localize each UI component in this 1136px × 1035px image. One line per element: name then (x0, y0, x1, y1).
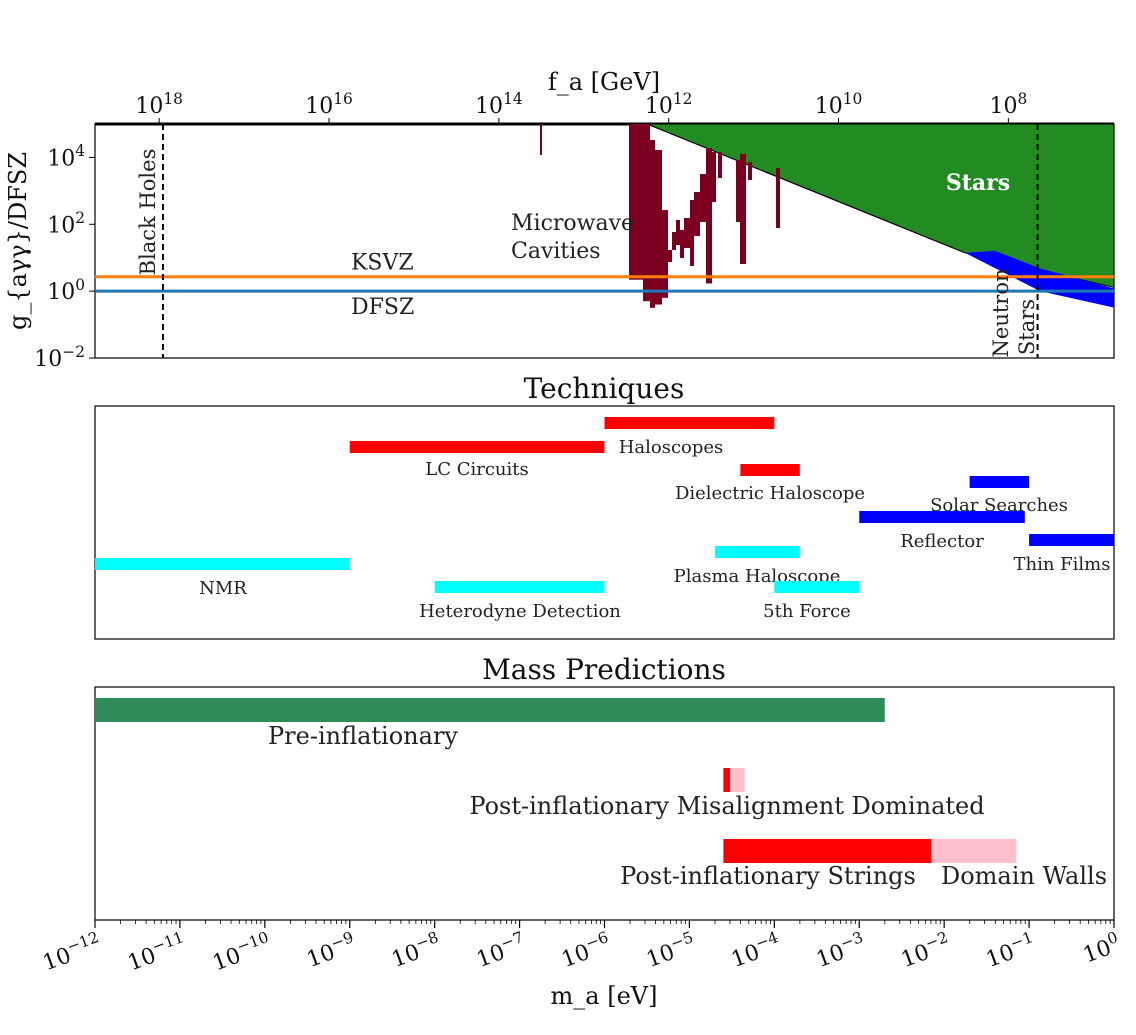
fa-tick-label: 1012 (645, 90, 693, 119)
cavity-exclusion-8 (684, 218, 690, 248)
technique-label: Solar Searches (930, 495, 1068, 516)
fa-tick-label: 1010 (815, 90, 863, 119)
technique-bar (969, 476, 1030, 488)
cavity-exclusion-7 (680, 230, 684, 258)
cavity-exclusion-19 (776, 168, 780, 228)
prediction-bar (730, 768, 745, 792)
fa-tick-label: 1018 (135, 90, 183, 119)
cavity-exclusion-15 (736, 160, 740, 222)
stars-boundary (646, 123, 966, 254)
microwave-cavities-label-1: Microwave (511, 211, 634, 236)
prediction-label: Post-inflationary Strings (620, 862, 916, 890)
prediction-label: Domain Walls (941, 862, 1107, 890)
prediction-bar (95, 698, 885, 722)
prediction-bar (931, 839, 1017, 863)
y-tick-label: 10−2 (34, 343, 85, 372)
y-tick-label: 104 (47, 142, 85, 171)
prediction-label: Post-inflationary Misalignment Dominated (469, 792, 984, 820)
technique-label: Reflector (900, 531, 984, 552)
x-tick-label: 10−10 (208, 928, 275, 976)
cavity-exclusion-9 (690, 200, 694, 266)
x-tick-label: 10−6 (557, 928, 615, 973)
technique-bar (1029, 534, 1114, 546)
fa-tick-label: 108 (989, 90, 1027, 119)
prediction-label: Pre-inflationary (268, 722, 458, 750)
cavity-exclusion-5 (672, 232, 676, 250)
cavity-exclusion-3 (662, 210, 668, 298)
technique-bar (740, 464, 800, 476)
cavity-exclusion-12 (706, 148, 712, 284)
techniques-panel-frame (94, 405, 1115, 640)
techniques-title: Techniques (524, 372, 685, 405)
technique-bar (95, 558, 350, 570)
x-tick-label: 10−11 (123, 928, 190, 976)
fa-tick-label: 1016 (305, 90, 353, 119)
cavity-block (629, 124, 643, 280)
cavity-exclusion-16 (740, 154, 746, 264)
cavity-exclusion-4 (668, 250, 672, 262)
cavity-exclusion-17 (540, 124, 542, 155)
cavity-exclusion-6 (676, 220, 680, 245)
ma-axis-label: m_a [eV] (551, 982, 658, 1010)
cavity-exclusion-13 (712, 152, 716, 202)
prediction-bar (723, 768, 731, 792)
technique-bar (859, 511, 1025, 523)
y-tick-label: 102 (47, 209, 85, 238)
x-tick-label: 10−8 (387, 928, 445, 973)
cavity-exclusion-14 (718, 152, 722, 178)
coupling-y-label: g_{aγγ}/DFSZ (4, 152, 32, 330)
technique-label: LC Circuits (425, 459, 528, 480)
fa-tick-label: 1014 (475, 90, 523, 119)
black-holes-label: Black Holes (136, 149, 160, 276)
technique-bar (349, 441, 605, 453)
ksvz-label: KSVZ (351, 251, 414, 276)
mass-predictions-title: Mass Predictions (482, 653, 726, 686)
dfsz-label: DFSZ (351, 295, 414, 320)
technique-bar (604, 417, 775, 429)
x-tick-label: 10−1 (981, 928, 1039, 973)
fa-axis-label: f_a [GeV] (548, 68, 660, 96)
technique-label: Heterodyne Detection (419, 601, 621, 622)
techniques-panel: Techniques Haloscopes LC Circuits Dielectr… (94, 372, 1115, 640)
technique-label: NMR (199, 578, 247, 599)
technique-label: Thin Films (1014, 554, 1111, 575)
x-tick-label: 10−4 (727, 928, 785, 973)
mass-predictions-panel: Mass Predictions Pre-inflationary Post-in… (38, 653, 1125, 1010)
technique-bar (774, 581, 860, 593)
neutron-star-region (965, 250, 1114, 308)
technique-label: Haloscopes (619, 437, 724, 458)
x-tick-label: 100 (1079, 928, 1125, 968)
technique-label: 5th Force (763, 601, 851, 622)
x-tick-label: 10−9 (302, 928, 360, 973)
technique-bar (714, 546, 800, 558)
cavity-exclusion-2 (655, 150, 662, 305)
x-tick-label: 10−3 (812, 928, 870, 973)
x-tick-label: 10−7 (472, 928, 530, 973)
cavity-exclusion-10 (694, 192, 700, 236)
prediction-bar (723, 839, 932, 863)
cavity-exclusion-1 (650, 140, 655, 308)
x-tick-label: 10−5 (642, 928, 700, 973)
y-tick-label: 100 (47, 276, 85, 305)
technique-label: Dielectric Haloscope (675, 483, 865, 504)
neutron-stars-label-1: Neutron (989, 269, 1013, 358)
stars-label: Stars (946, 170, 1010, 196)
technique-bar (434, 581, 605, 593)
neutron-stars-label-2: Stars (1015, 299, 1039, 355)
cavity-exclusion-18 (748, 162, 752, 180)
coupling-panel: Stars Microwave Cavities KSVZ DFSZ Black Hol… (4, 68, 1115, 372)
cavity-exclusion-0 (643, 124, 650, 302)
stars-region (646, 123, 1115, 288)
x-tick-label: 10−12 (38, 928, 105, 976)
x-tick-label: 10−2 (897, 928, 955, 973)
microwave-cavities-label-2: Cavities (511, 239, 601, 264)
cavity-exclusion-11 (700, 174, 706, 222)
